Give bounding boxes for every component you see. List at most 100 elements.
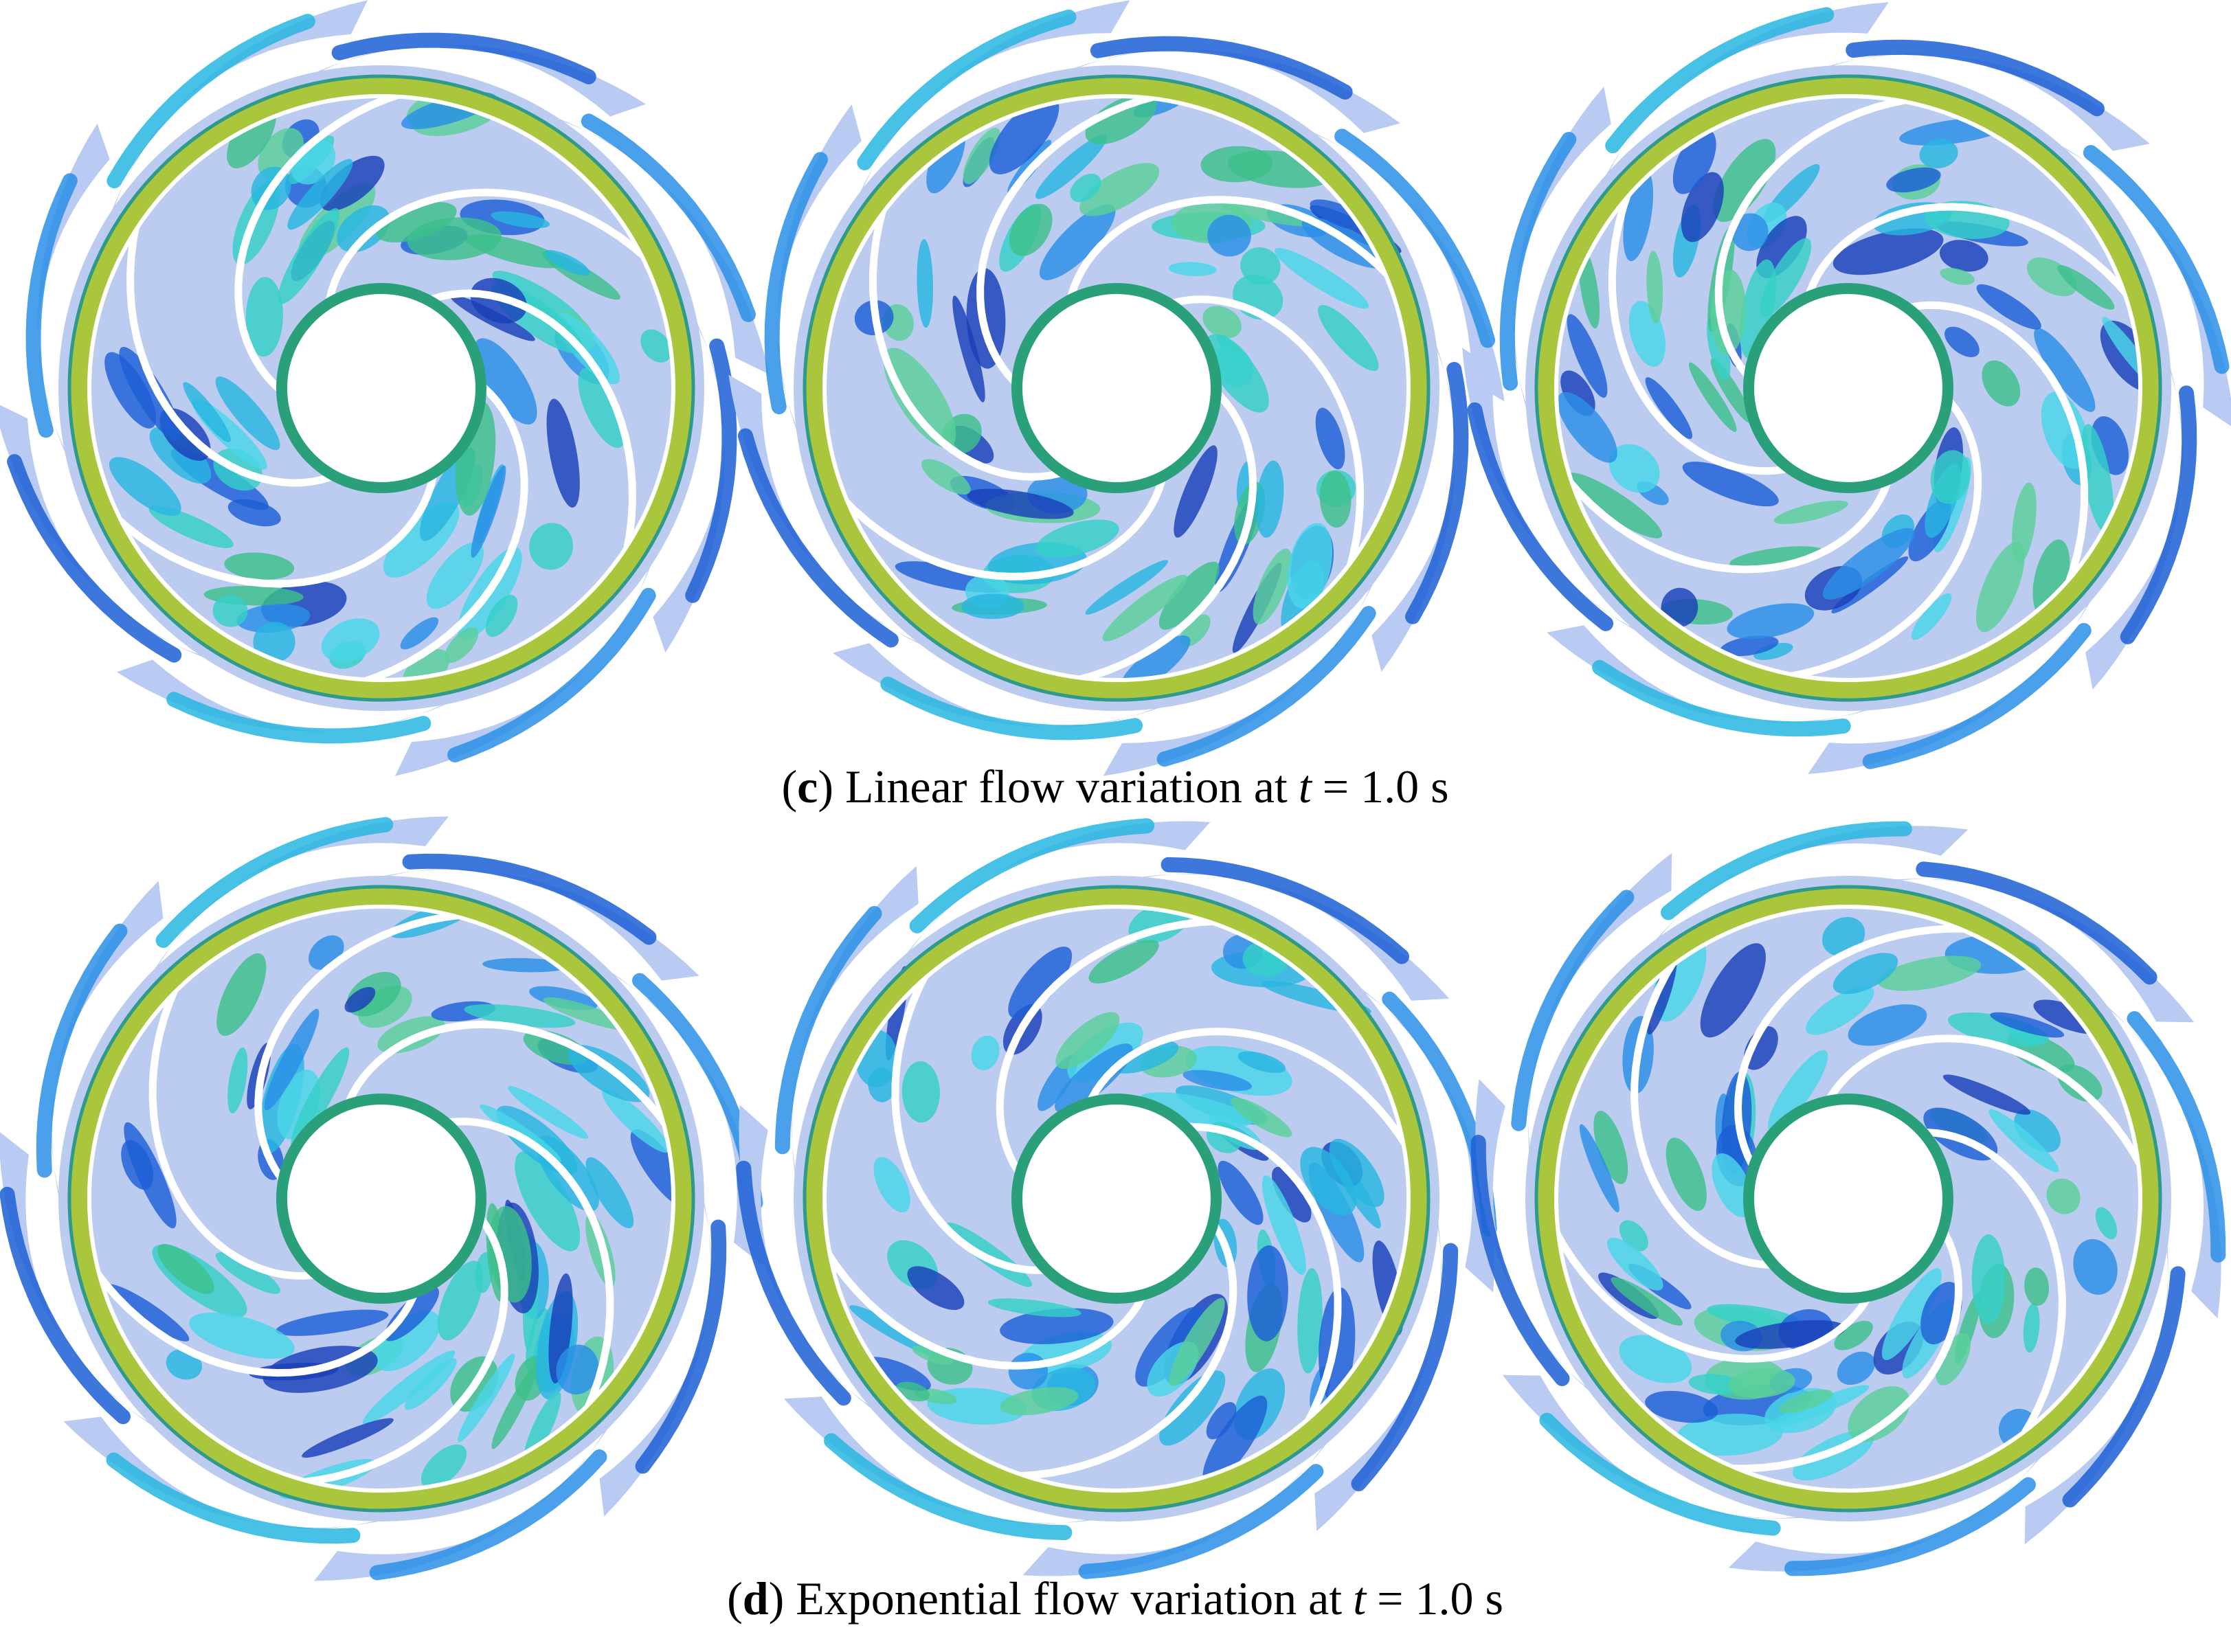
vortex-region [1174, 445, 1218, 538]
volute-vane [1314, 1208, 1442, 1532]
blade [80, 1250, 417, 1377]
blade [1088, 1028, 1421, 1168]
ring-inner [87, 905, 675, 1493]
vane-flow [155, 817, 394, 949]
vortex-region [1035, 135, 1108, 199]
blade [1542, 1208, 1870, 1363]
volute-vane [1103, 568, 1378, 776]
vortex-region [377, 1016, 445, 1054]
vortex-region [1579, 1124, 1619, 1212]
vane-flow [635, 1219, 727, 1474]
vane-flow [880, 677, 1143, 740]
caption-value: = 1.0 s [1377, 1572, 1503, 1625]
vortex-region [1832, 228, 1944, 275]
vortex-region [1682, 462, 1779, 507]
vortex-region [278, 208, 340, 304]
vortex-region [945, 1222, 1033, 1287]
vortex-region [458, 1353, 515, 1442]
caption-label: c [797, 760, 818, 813]
blade [976, 88, 1180, 385]
vane-flow [1916, 861, 2157, 985]
vortex-region [1645, 1390, 1718, 1423]
blade [254, 909, 486, 1181]
vortex-region [1744, 1026, 1778, 1070]
vortex-region [1085, 560, 1169, 615]
impeller [0, 816, 764, 1581]
vane-flow [1161, 857, 1410, 964]
vortex-region [149, 427, 212, 484]
vane-flow [1592, 659, 1851, 737]
blade [1170, 295, 1364, 592]
ring-outer [805, 887, 1428, 1510]
blade [1187, 1123, 1342, 1445]
vane-flow [2127, 1011, 2226, 1263]
ring-edge [803, 74, 1431, 702]
vane-flow [823, 1433, 1073, 1541]
vortex-region [1688, 362, 1737, 432]
vane-flow [447, 587, 656, 762]
vortex-region [253, 622, 295, 663]
vortex-region [1947, 1012, 2050, 1047]
vortex-region [1779, 1389, 1833, 1414]
vane-flow [369, 1449, 607, 1581]
blade [1067, 196, 1407, 299]
blade [1907, 301, 2089, 607]
vortex-region [1729, 546, 1825, 570]
vortex-region [1982, 360, 2021, 407]
ring-inner [822, 94, 1411, 682]
vortex-region [529, 523, 574, 570]
volute-vane [108, 0, 368, 227]
vortex-region [473, 338, 537, 425]
vortex-region [287, 159, 353, 230]
vortex-region [1877, 955, 1982, 991]
vortex-region [1319, 471, 1352, 528]
ring-edge [1534, 885, 2162, 1513]
vortex-region [1611, 1277, 1683, 1326]
vane-flow [685, 338, 737, 603]
blade [234, 84, 425, 392]
volute-vane [791, 865, 919, 1190]
vortex-region [212, 594, 248, 627]
vortex-region [1055, 1043, 1133, 1113]
vortex-region [1111, 1041, 1179, 1074]
vortex-region [2024, 1267, 2050, 1306]
vortex-region [157, 1243, 214, 1294]
volute-vane [1528, 852, 1672, 1168]
vortex-region [1315, 407, 1345, 470]
vortex-region [849, 1305, 943, 1359]
vortex-region [485, 595, 518, 637]
vortex-region [1769, 1385, 1870, 1429]
vortex-region [344, 986, 376, 1012]
vane-flow [1467, 402, 1614, 631]
caption-variable: t [1299, 760, 1313, 813]
caption-text: ) Exponential flow variation at [769, 1572, 1343, 1625]
vortex-region [1760, 238, 1812, 317]
caption-variable: t [1353, 1572, 1367, 1625]
blade [891, 952, 1046, 1274]
vortex-region [445, 627, 479, 663]
vane-flow [402, 853, 657, 945]
vortex-region [1218, 1160, 1264, 1225]
vortex-region [1976, 541, 2025, 633]
vortex-region [1707, 1304, 1802, 1329]
vortex-region [1666, 1138, 1707, 1211]
vortex-region [1731, 213, 1769, 251]
vortex-region [2057, 1064, 2103, 1102]
vortex-region [1039, 204, 1116, 280]
volute-vane [302, 45, 647, 117]
vortex-region [407, 217, 502, 260]
vortex-region [124, 1122, 177, 1229]
vortex-region [1712, 1153, 1753, 1218]
ring-edge [803, 885, 1431, 1513]
blade [1923, 1129, 2066, 1458]
vortex-region [1247, 1245, 1288, 1342]
vortex-region [109, 457, 181, 517]
blade [338, 384, 528, 692]
vortex-region [302, 1418, 394, 1458]
vane-flow [1351, 1243, 1459, 1492]
vortex-region [1222, 203, 1316, 227]
caption-open: ( [781, 760, 797, 813]
blade [1608, 169, 1789, 475]
